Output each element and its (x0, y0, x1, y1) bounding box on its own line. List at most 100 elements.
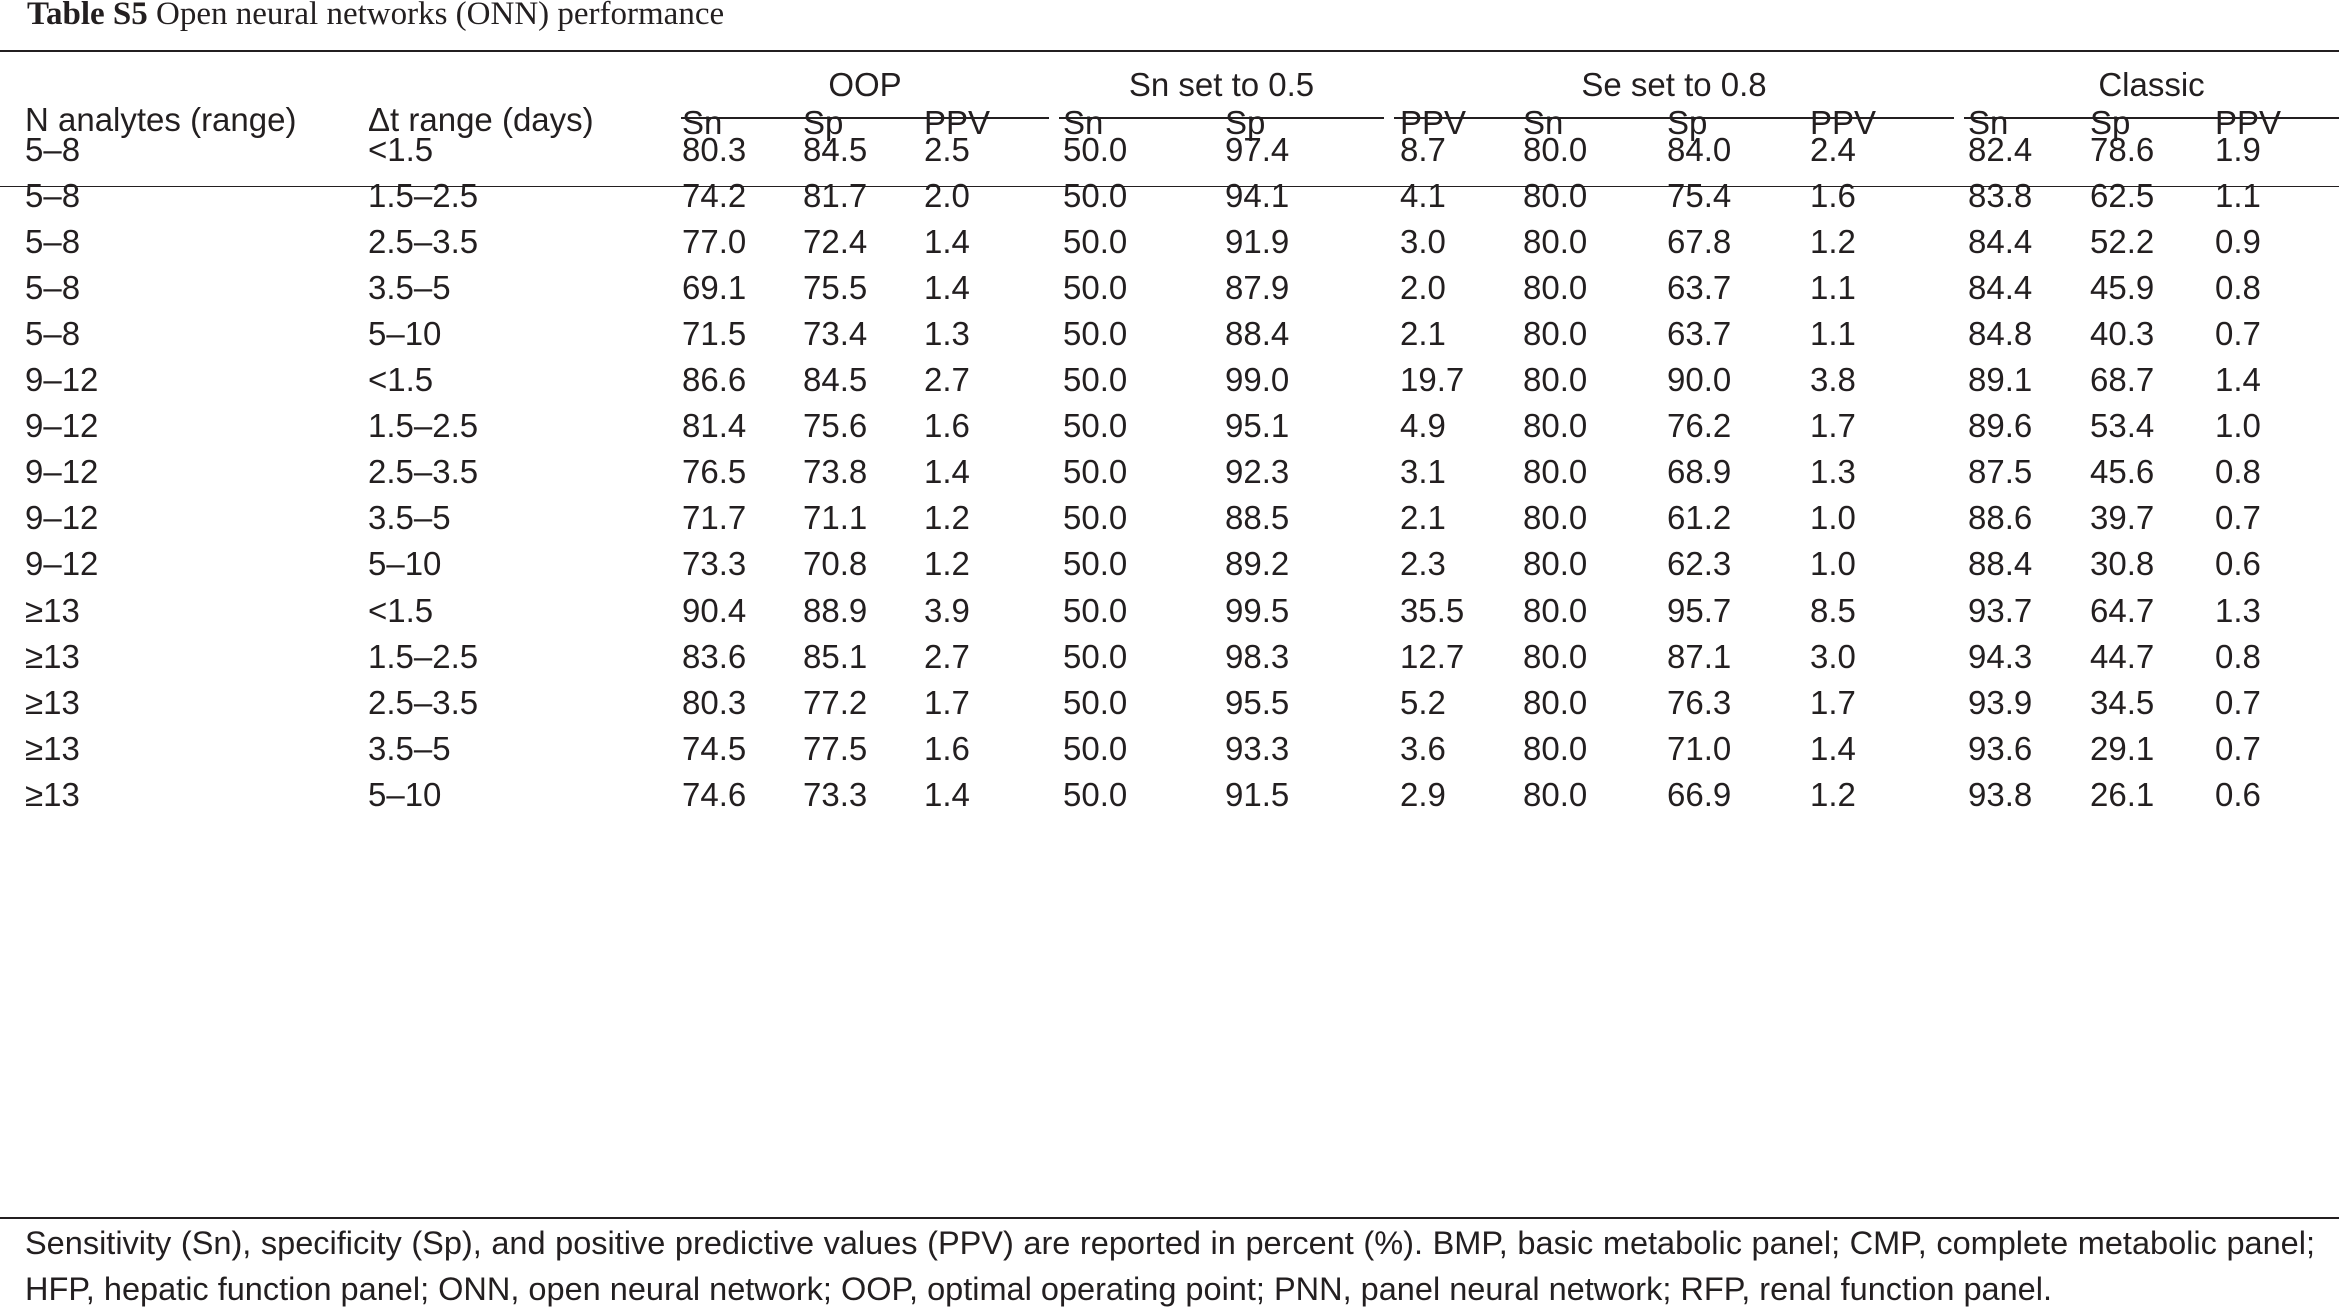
header-n-analytes: N analytes (range) (25, 101, 297, 138)
cell-classic-sp: 1.4 (2215, 361, 2261, 398)
cell-oop-ppv: 1.4 (924, 269, 970, 306)
cell-classic-sp: 0.6 (2215, 776, 2261, 813)
cell-sn05-sp: 94.1 (1225, 177, 1290, 214)
cell-classic-sn: 29.1 (2090, 730, 2155, 767)
cell-se08-sp: 1.2 (1810, 776, 1856, 813)
cell-se08-sp: 1.3 (1810, 453, 1856, 490)
cell-se08-sp: 1.7 (1810, 407, 1856, 444)
cell-classic-sp: 1.0 (2215, 407, 2261, 444)
cell-se08-sn: 87.1 (1667, 638, 1732, 675)
cell-classic-sp: 0.7 (2215, 499, 2261, 536)
cell-se08-ppv2: 89.6 (1968, 407, 2033, 444)
cell-oop-sn: 71.5 (682, 315, 747, 352)
cell-oop-sp: 84.5 (803, 131, 868, 168)
cell-se08-sn: 84.0 (1667, 131, 1732, 168)
cell-dt-range: 2.5–3.5 (368, 684, 479, 721)
cell-sn05-ppv: 3.1 (1400, 453, 1446, 490)
cell-oop-sp: 73.8 (803, 453, 868, 490)
cell-sn05-sp: 97.4 (1225, 131, 1290, 168)
cell-sn05-sp: 93.3 (1225, 730, 1290, 767)
subheader-se08-ppv: Sn (1523, 104, 1564, 141)
table-caption: Table S5 Open neural networks (ONN) perf… (27, 0, 724, 34)
cell-sn05-sp: 89.2 (1225, 545, 1290, 582)
group-underline-oop (681, 117, 1049, 119)
cell-classic-sp: 0.8 (2215, 269, 2261, 306)
cell-se08-ppv2: 94.3 (1968, 638, 2033, 675)
header-dt-range: Δt range (days) (368, 101, 594, 138)
cell-sn05-sn: 50.0 (1063, 131, 1128, 168)
cell-classic-sp: 0.7 (2215, 315, 2261, 352)
cell-se08-ppv: 80.0 (1523, 638, 1588, 675)
cell-classic-sn: 34.5 (2090, 684, 2155, 721)
cell-se08-sn: 75.4 (1667, 177, 1732, 214)
cell-n-analytes: 9–12 (25, 407, 99, 444)
cell-oop-ppv: 1.2 (924, 545, 970, 582)
cell-se08-sp: 1.6 (1810, 177, 1856, 214)
cell-classic-sp: 1.3 (2215, 592, 2261, 629)
cell-oop-ppv: 2.7 (924, 638, 970, 675)
cell-se08-sn: 66.9 (1667, 776, 1732, 813)
cell-n-analytes: 9–12 (25, 361, 99, 398)
cell-dt-range: <1.5 (368, 131, 434, 168)
cell-oop-sn: 74.6 (682, 776, 747, 813)
cell-se08-sp: 1.2 (1810, 223, 1856, 260)
cell-dt-range: 5–10 (368, 545, 442, 582)
cell-se08-sp: 8.5 (1810, 592, 1856, 629)
cell-n-analytes: 9–12 (25, 499, 99, 536)
cell-n-analytes: 5–8 (25, 315, 81, 352)
table-top-rule (0, 50, 2339, 52)
cell-classic-sp: 0.7 (2215, 730, 2261, 767)
cell-sn05-sn: 50.0 (1063, 453, 1128, 490)
cell-sn05-sn: 50.0 (1063, 776, 1128, 813)
cell-sn05-sn: 50.0 (1063, 223, 1128, 260)
cell-dt-range: 2.5–3.5 (368, 223, 479, 260)
cell-se08-ppv: 80.0 (1523, 177, 1588, 214)
cell-sn05-sn: 50.0 (1063, 545, 1128, 582)
table-bottom-rule (0, 1217, 2339, 1219)
cell-classic-sp: 0.7 (2215, 684, 2261, 721)
cell-se08-sp: 3.8 (1810, 361, 1856, 398)
cell-oop-sp: 70.8 (803, 545, 868, 582)
cell-se08-sn: 95.7 (1667, 592, 1732, 629)
cell-se08-ppv: 80.0 (1523, 499, 1588, 536)
cell-se08-ppv2: 93.7 (1968, 592, 2033, 629)
cell-sn05-ppv: 2.1 (1400, 499, 1446, 536)
subheader-se08-sn: Sp (1667, 104, 1708, 141)
cell-oop-sp: 85.1 (803, 638, 868, 675)
cell-classic-sp: 1.1 (2215, 177, 2261, 214)
cell-sn05-sn: 50.0 (1063, 361, 1128, 398)
cell-n-analytes: 9–12 (25, 545, 99, 582)
cell-oop-ppv: 3.9 (924, 592, 970, 629)
cell-se08-sp: 1.0 (1810, 545, 1856, 582)
cell-oop-ppv: 1.4 (924, 776, 970, 813)
cell-se08-ppv: 80.0 (1523, 407, 1588, 444)
cell-sn05-sn: 50.0 (1063, 177, 1128, 214)
cell-sn05-sp: 99.0 (1225, 361, 1290, 398)
cell-oop-sn: 80.3 (682, 684, 747, 721)
cell-se08-ppv2: 84.4 (1968, 269, 2033, 306)
cell-se08-sp: 1.4 (1810, 730, 1856, 767)
cell-sn05-sn: 50.0 (1063, 315, 1128, 352)
cell-oop-ppv: 2.0 (924, 177, 970, 214)
cell-se08-ppv: 80.0 (1523, 545, 1588, 582)
cell-sn05-ppv: 2.0 (1400, 269, 1446, 306)
cell-sn05-sn: 50.0 (1063, 499, 1128, 536)
cell-sn05-sp: 91.9 (1225, 223, 1290, 260)
cell-sn05-sn: 50.0 (1063, 684, 1128, 721)
cell-oop-sp: 77.2 (803, 684, 868, 721)
cell-dt-range: 2.5–3.5 (368, 453, 479, 490)
cell-oop-ppv: 2.7 (924, 361, 970, 398)
cell-se08-ppv2: 93.6 (1968, 730, 2033, 767)
cell-se08-ppv: 80.0 (1523, 131, 1588, 168)
subheader-oop-ppv: PPV (924, 104, 991, 141)
cell-classic-sn: 30.8 (2090, 545, 2155, 582)
cell-classic-sn: 53.4 (2090, 407, 2155, 444)
cell-se08-ppv: 80.0 (1523, 776, 1588, 813)
cell-oop-sn: 74.2 (682, 177, 747, 214)
cell-dt-range: 5–10 (368, 315, 442, 352)
subheader-classic-sp: PPV (2215, 104, 2282, 141)
subheader-oop-sp: Sp (803, 104, 844, 141)
cell-dt-range: <1.5 (368, 592, 434, 629)
cell-classic-sn: 64.7 (2090, 592, 2155, 629)
cell-dt-range: 1.5–2.5 (368, 638, 479, 675)
